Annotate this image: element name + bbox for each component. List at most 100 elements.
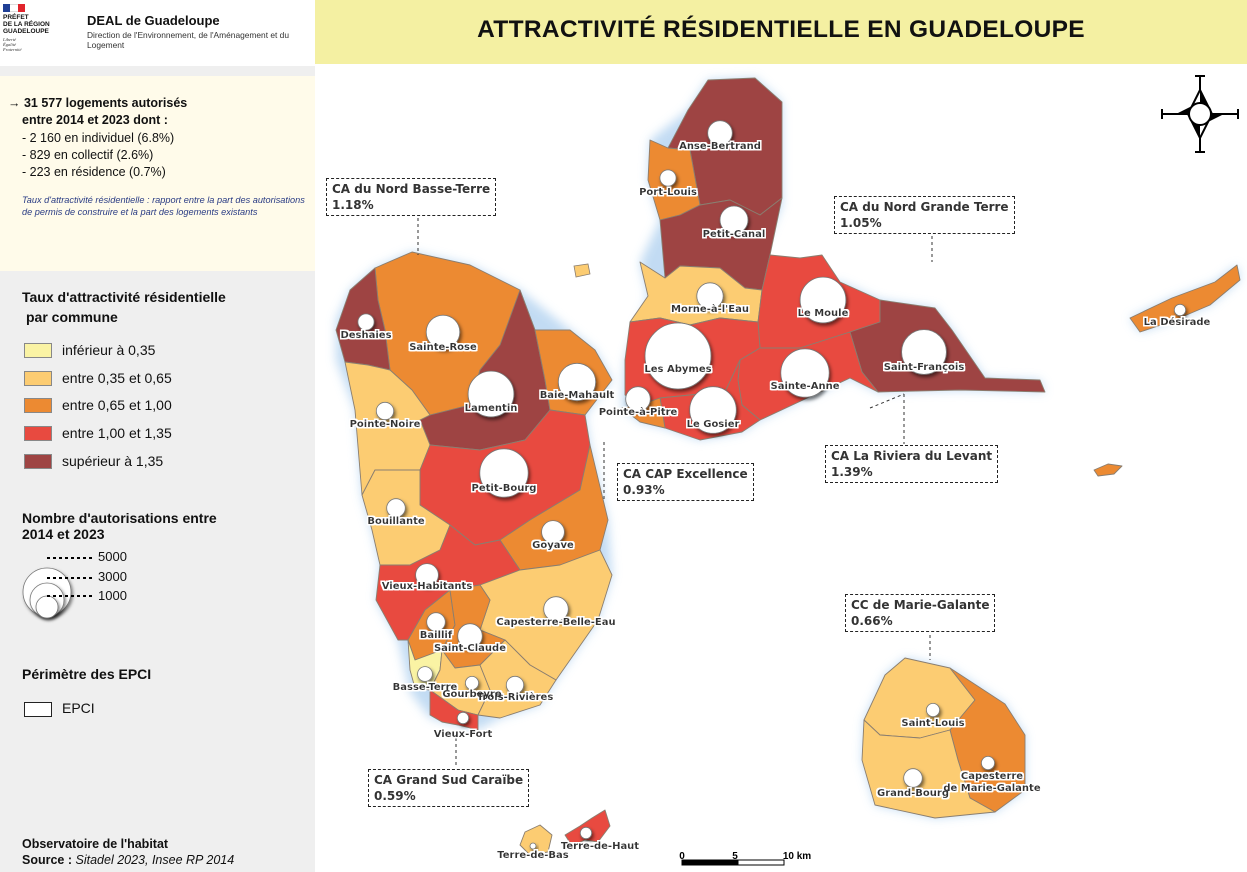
scale-tick-label: 10 km <box>783 851 811 862</box>
marie-galante <box>861 657 1026 819</box>
commune-label-vieux-fort: Vieux-Fort <box>434 729 493 740</box>
permits-circle-petit-canal <box>719 205 749 235</box>
epci-label-nord-basse-terre: CA du Nord Basse-Terre 1.18% <box>326 178 497 216</box>
logo-text: PRÉFET DE LA RÉGION GUADELOUPE <box>3 14 50 35</box>
permits-circle-saint-francois <box>901 329 947 375</box>
permits-circle-le-moule <box>799 276 847 324</box>
commune-label-anse-bertrand: Anse-Bertrand <box>679 141 761 152</box>
size-legend-label: 3000 <box>98 569 127 584</box>
commune-label-gourbeyre: Gourbeyre <box>442 689 502 700</box>
permits-circle-le-gosier <box>689 386 737 434</box>
commune-label-le-gosier: Le Gosier <box>687 419 740 430</box>
commune-label-pointe-a-pitre: Pointe-à-Pitre <box>599 406 678 418</box>
permits-circle-sainte-rose <box>425 314 461 350</box>
org-subtitle: Direction de l'Environnement, de l'Aména… <box>87 30 289 50</box>
prefecture-logo: PRÉFET DE LA RÉGION GUADELOUPE Liberté É… <box>3 4 73 52</box>
org-title: DEAL de Guadeloupe <box>87 13 220 28</box>
epci-label-cap-excellence: CA CAP Excellence 0.93% <box>617 463 754 501</box>
legend-label: supérieur à 1,35 <box>62 453 164 469</box>
proportional-circles-icon <box>22 557 94 619</box>
commune-label-le-moule: Le Moule <box>798 308 849 319</box>
commune-label-saint-francois: Saint-François <box>884 362 965 373</box>
legend-label: inférieur à 0,35 <box>62 342 156 358</box>
epci-leaders <box>417 218 933 766</box>
epci-legend-label: EPCI <box>62 700 95 716</box>
commune-label-terre-de-haut: Terre-de-Haut <box>561 841 639 852</box>
header-box: PRÉFET DE LA RÉGION GUADELOUPE Liberté É… <box>0 0 315 66</box>
small-islands <box>519 264 1241 856</box>
permits-circle-saint-louis <box>926 703 941 718</box>
scale-tick-label: 0 <box>679 851 685 862</box>
summary-item: - 2 160 en individuel (6.8%) <box>22 131 175 145</box>
legend-label: entre 1,00 et 1,35 <box>62 425 172 441</box>
commune-label-petit-bourg: Petit-Bourg <box>472 483 537 494</box>
commune-la-desirade <box>1129 264 1241 333</box>
commune-label-baillif: Baillif <box>420 630 453 641</box>
permits-circle-anse-bertrand <box>707 120 733 146</box>
summary-item: - 829 en collectif (2.6%) <box>22 148 154 162</box>
commune-label-saint-claude: Saint-Claude <box>434 643 506 654</box>
permits-circle-saint-claude <box>457 623 483 649</box>
permits-circle-les-abymes <box>644 322 712 390</box>
rate-legend-title: Taux d'attractivité résidentielle par co… <box>22 289 226 325</box>
commune-label-capesterre-de-marie-galante: Capesterre de Marie-Galante <box>943 771 1040 794</box>
commune-labels: Anse-Bertrand Port-Louis Petit-Canal Morne-… <box>340 141 1210 861</box>
legend-label: entre 0,65 et 1,00 <box>62 397 172 413</box>
permits-circle-terre-de-bas <box>529 842 537 850</box>
summary-item: - 223 en résidence (0.7%) <box>22 165 166 179</box>
permits-circle-baie-mahault <box>557 362 597 402</box>
scale-tick-label: 5 <box>732 851 738 862</box>
permits-circle-vieux-habitants <box>415 563 439 587</box>
commune-label-capesterre-belle-eau: Capesterre-Belle-Eau <box>496 617 615 628</box>
rate-definition: Taux d'attractivité résidentielle : rapp… <box>22 195 305 217</box>
choropleth-map: Anse-Bertrand Port-Louis Petit-Canal Morne-… <box>335 75 1241 866</box>
permits-circle-pointe-noire <box>375 401 395 421</box>
commune-label-trois-rivieres: Trois-Rivières <box>477 691 554 703</box>
commune-label-goyave: Goyave <box>532 540 574 551</box>
size-legend-label: 5000 <box>98 549 127 564</box>
petite-terre <box>1093 463 1123 477</box>
permits-circle-bouillante <box>386 498 406 518</box>
commune-label-vieux-habitants: Vieux-Habitants <box>382 581 473 592</box>
size-legend-label: 1000 <box>98 588 127 603</box>
source-footer: Observatoire de l'habitat Source : Sitad… <box>22 837 235 867</box>
size-legend-title: Nombre d'autorisations entre 2014 et 202… <box>22 510 217 542</box>
map-title: ATTRACTIVITÉ RÉSIDENTIELLE EN GUADELOUPE <box>477 16 1085 43</box>
commune-label-petit-canal: Petit-Canal <box>703 229 766 240</box>
commune-label-la-desirade: La Désirade <box>1144 316 1211 328</box>
commune-pointe-noire <box>344 361 431 496</box>
commune-label-les-abymes: Les Abymes <box>644 364 711 375</box>
permits-circle-trois-rivieres <box>505 675 525 695</box>
commune-label-terre-de-bas: Terre-de-Bas <box>497 850 569 861</box>
commune-label-bouillante: Bouillante <box>367 516 425 527</box>
permits-circle-sainte-anne <box>780 348 830 398</box>
summary-box: → 31 577 logements autorisés entre 2014 … <box>0 76 315 271</box>
title-banner: ATTRACTIVITÉ RÉSIDENTIELLE EN GUADELOUPE <box>315 0 1247 64</box>
permits-circle-lamentin <box>467 370 515 418</box>
permits-circle-capesterre-de-marie-galante <box>981 756 996 771</box>
permits-circle-capesterre-belle-eau <box>543 596 569 622</box>
permits-circle-morne-a-l-eau <box>696 282 724 310</box>
summary-line2: entre 2014 et 2023 dont : <box>22 113 168 127</box>
commune-label-saint-louis: Saint-Louis <box>901 718 964 729</box>
commune-label-sainte-rose: Sainte-Rose <box>409 342 477 353</box>
epci-legend-swatch <box>24 702 52 717</box>
grande-terre <box>621 77 1046 441</box>
legend-label: entre 0,35 et 0,65 <box>62 370 172 386</box>
epci-label-marie-galante: CC de Marie-Galante 0.66% <box>845 594 996 632</box>
permits-circle-goyave <box>541 520 565 544</box>
permits-circle-baillif <box>426 612 446 632</box>
summary-line1: → 31 577 logements autorisés <box>8 96 188 110</box>
permits-circle-grand-bourg <box>903 768 923 788</box>
commune-grand-bourg <box>861 719 996 819</box>
commune-label-sainte-anne: Sainte-Anne <box>771 381 840 392</box>
commune-terre-de-bas <box>519 824 553 856</box>
commune-saint-francois <box>849 299 1046 393</box>
proportional-circles <box>357 120 1187 850</box>
islet <box>573 263 591 278</box>
legend-swatch-class-2 <box>24 398 52 413</box>
commune-label-baie-mahault: Baie-Mahault <box>540 390 615 401</box>
legend-swatch-class-1 <box>24 371 52 386</box>
epci-label-riviera-du-levant: CA La Riviera du Levant 1.39% <box>825 445 999 483</box>
permits-circle-vieux-fort <box>456 711 470 725</box>
